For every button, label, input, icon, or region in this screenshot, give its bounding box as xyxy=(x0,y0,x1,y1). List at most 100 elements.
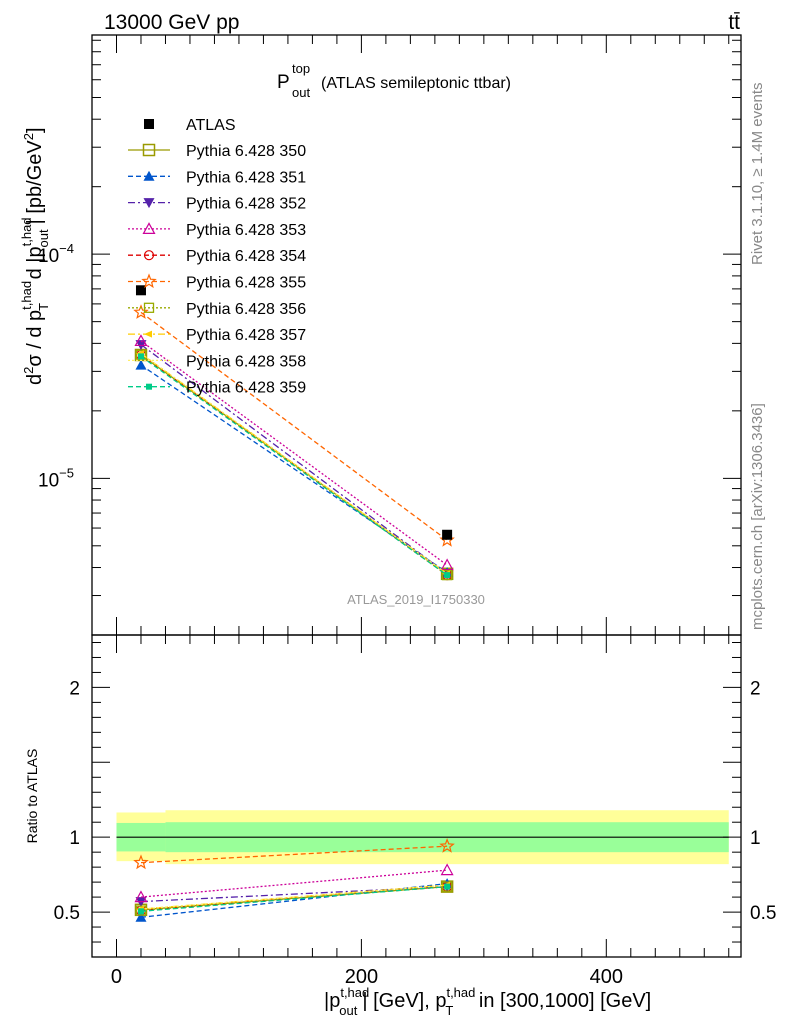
series-4-point-1-triangle-open xyxy=(440,558,454,571)
series-4-line xyxy=(140,340,448,566)
legend-marker-10-square-small xyxy=(146,383,152,390)
title-sub: out xyxy=(292,85,310,100)
ratio-y-axis-label: Ratio to ATLAS xyxy=(24,749,40,844)
series-9-main xyxy=(140,353,448,575)
legend-label-6: Pythia 6.428 355 xyxy=(186,275,306,292)
legend-atlas-marker-data xyxy=(144,119,154,129)
legend-entry-6: Pythia 6.428 355 xyxy=(128,273,306,292)
legend-entry-4: Pythia 6.428 353 xyxy=(128,222,306,239)
mcplots-label: mcplots.cern.ch [arXiv:1306.3436] xyxy=(749,403,766,630)
series-6-ratio-point-0-star-open xyxy=(133,854,149,870)
series-4-ratio-point-1-triangle-open xyxy=(440,863,454,876)
atlas-data-point-1-data xyxy=(442,529,453,540)
legend-entry-8: Pythia 6.428 357 xyxy=(128,327,306,344)
series-3-ratio xyxy=(135,882,453,908)
series-4-ratio-point-0-triangle-open xyxy=(134,890,148,903)
legend-marker-2-triangle-up xyxy=(143,170,155,181)
ratio-ytick-label-right-1: 1 xyxy=(750,828,761,849)
series-6-ratio-line xyxy=(140,845,448,864)
legend-entry-1: Pythia 6.428 350 xyxy=(128,143,306,160)
series-7-point-0-square-open-small xyxy=(135,349,147,361)
atlas-data-point-0-data xyxy=(135,285,146,296)
legend-label-1: Pythia 6.428 350 xyxy=(186,143,306,160)
legend-atlas-label: ATLAS xyxy=(186,117,236,134)
legend: ATLAS Pythia 6.428 350 Pythia 6.428 351 Pyt… xyxy=(128,117,306,397)
ratio-ytick-label-left-2: 2 xyxy=(69,678,80,699)
xtick-label-2: 400 xyxy=(590,966,623,988)
legend-entry-7: Pythia 6.428 356 xyxy=(128,301,306,318)
series-6-point-0-star-open xyxy=(133,304,149,319)
series-4-point-0-triangle-open xyxy=(134,334,148,347)
legend-marker-5-circle-open xyxy=(143,250,155,261)
main-title: P top out (ATLAS semileptonic ttbar) xyxy=(277,61,511,100)
series-8-line xyxy=(140,353,448,575)
title-main: P xyxy=(277,72,290,93)
legend-label-4: Pythia 6.428 353 xyxy=(186,222,306,239)
series-9-line xyxy=(140,353,448,575)
series-10-ratio-point-1-square-small xyxy=(444,883,451,890)
series-4-ratio-line xyxy=(140,869,448,898)
legend-entry-atlas: ATLAS xyxy=(144,117,236,134)
main-ytick-label-1: 10−5 xyxy=(38,465,74,491)
series-6-line xyxy=(140,311,448,541)
legend-marker-7-square-open-small xyxy=(143,302,155,313)
main-ytick-label-0: 10−4 xyxy=(38,241,74,267)
series-10-ratio-line xyxy=(140,885,448,912)
series-2-ratio xyxy=(135,878,453,922)
ratio-y-axis: 0.5 0.5 1 1 2 2 xyxy=(54,641,776,943)
series-3-line xyxy=(140,344,448,575)
series-2-ratio-point-0-triangle-up xyxy=(135,911,147,922)
title-rest: (ATLAS semileptonic ttbar) xyxy=(321,75,511,92)
series-7-point-1-square-open-small xyxy=(441,569,453,581)
ratio-ytick-label-right-0: 0.5 xyxy=(750,903,776,924)
legend-marker-1-square-open xyxy=(142,143,156,157)
legend-label-8: Pythia 6.428 357 xyxy=(186,327,306,344)
legend-label-2: Pythia 6.428 351 xyxy=(186,169,306,186)
legend-label-7: Pythia 6.428 356 xyxy=(186,301,306,318)
atlas-data xyxy=(135,285,453,540)
series-9-ratio-line xyxy=(140,884,448,910)
rivet-label: Rivet 3.1.10, ≥ 1.4M events xyxy=(749,83,766,266)
series-6-ratio-point-1-star-open xyxy=(439,838,455,853)
legend-label-10: Pythia 6.428 359 xyxy=(186,380,306,397)
legend-marker-8-triangle-left xyxy=(144,330,152,338)
legend-marker-3-triangle-down xyxy=(143,198,155,209)
legend-marker-4-triangle-open xyxy=(142,222,156,234)
series-10-main xyxy=(137,353,451,579)
series-4-ratio xyxy=(134,863,454,903)
process-label: tt̄ xyxy=(728,11,740,34)
analysis-watermark: ATLAS_2019_I1750330 xyxy=(347,592,485,607)
legend-entry-5: Pythia 6.428 354 xyxy=(128,248,306,265)
series-7-ratio-point-1-square-open-small xyxy=(441,881,453,892)
title-sup: top xyxy=(292,61,310,76)
series-2-point-0-triangle-up xyxy=(135,359,147,370)
series-10-line xyxy=(140,355,448,576)
main-series-layer xyxy=(133,285,455,581)
x-axis: 0 200 400 xyxy=(111,35,730,988)
legend-label-5: Pythia 6.428 354 xyxy=(186,248,306,265)
ratio-uncertainty-bands xyxy=(116,810,729,865)
legend-entry-9: Pythia 6.428 358 xyxy=(128,353,306,370)
series-10-point-1-square-small xyxy=(444,572,451,579)
series-4-main xyxy=(134,334,454,571)
series-6-ratio xyxy=(133,838,455,870)
ratio-ytick-label-right-2: 2 xyxy=(750,678,761,699)
legend-entry-3: Pythia 6.428 352 xyxy=(128,196,306,213)
main-y-axis: 10−4 10−5 xyxy=(38,39,741,636)
x-axis-label: |pt,had out | [GeV], pt,had T in [300,1000]… xyxy=(324,985,651,1018)
xtick-label-1: 200 xyxy=(345,966,378,988)
series-9-ratio xyxy=(140,884,448,910)
ratio-ytick-label-left-1: 1 xyxy=(69,828,80,849)
energy-label: 13000 GeV pp xyxy=(104,11,239,34)
legend-entry-2: Pythia 6.428 351 xyxy=(128,169,306,186)
ratio-frame xyxy=(91,634,742,958)
ratio-series-layer xyxy=(133,838,455,922)
ratio-ytick-label-left-0: 0.5 xyxy=(54,903,80,924)
legend-entry-10: Pythia 6.428 359 xyxy=(128,380,306,397)
main-y-axis-label: d2σ / d pt,had T d |pt,had out| [pb/GeV2] xyxy=(19,127,51,385)
series-10-ratio-point-0-square-small xyxy=(137,908,144,915)
xtick-label-0: 0 xyxy=(111,966,122,988)
series-10-ratio xyxy=(137,883,451,915)
legend-label-9: Pythia 6.428 358 xyxy=(186,353,306,370)
